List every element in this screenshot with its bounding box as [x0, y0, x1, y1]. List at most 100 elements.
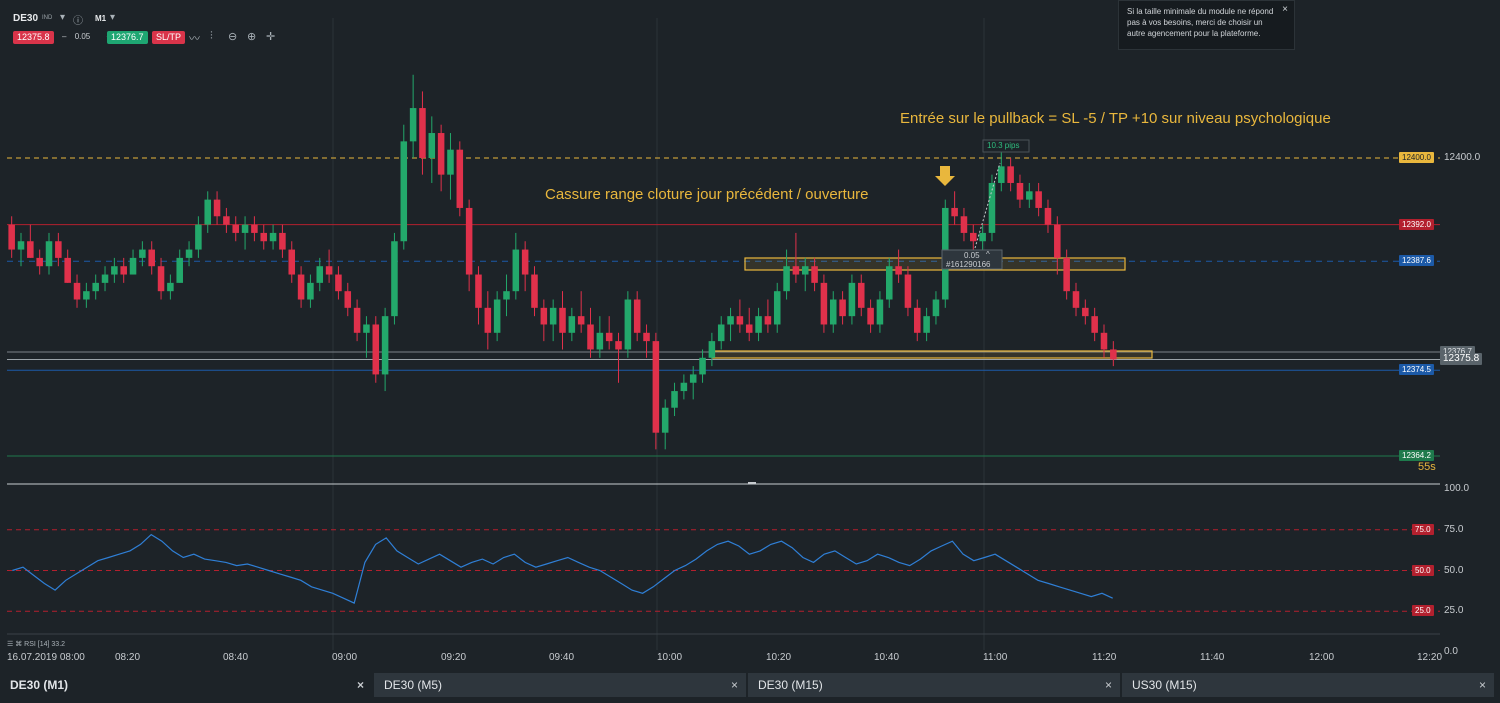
candle-body: [223, 216, 230, 225]
candle-body: [549, 307, 557, 325]
candle-body: [456, 149, 464, 208]
volume-value[interactable]: 0.05: [74, 32, 91, 41]
info-icon[interactable]: ⓘ: [73, 16, 83, 27]
candle-body: [773, 291, 781, 325]
candle-body: [409, 108, 417, 142]
close-icon[interactable]: ×: [356, 678, 364, 692]
candle-body: [307, 282, 314, 300]
candle-body: [615, 341, 622, 350]
candle-body: [297, 274, 305, 300]
candle-body: [699, 357, 706, 375]
entry-annotation: Entrée sur le pullback = SL -5 / TP +10 …: [900, 110, 1331, 127]
candles-icon[interactable]: ⫶: [210, 30, 213, 42]
rsi-level-tag: 25.0: [1412, 605, 1434, 617]
candle-body: [372, 324, 380, 375]
chart-grid: [332, 18, 985, 650]
candle-body: [447, 149, 454, 175]
candle-body: [680, 382, 688, 392]
crosshair-icon[interactable]: ✛: [266, 31, 276, 43]
candle-body: [923, 316, 930, 333]
candle-body: [568, 316, 576, 333]
sell-price-button[interactable]: 12375.8: [13, 31, 54, 44]
candle-body: [1026, 191, 1033, 200]
candle-body: [643, 332, 650, 342]
order-id[interactable]: #161290166: [946, 260, 991, 269]
candle-body: [848, 282, 856, 317]
candle-body: [400, 141, 408, 242]
pips-label: 10.3 pips: [987, 141, 1020, 150]
tab-de30-m1[interactable]: DE30 (M1) ×: [0, 673, 372, 697]
instrument-badge: IND: [42, 15, 53, 21]
candle-body: [951, 207, 958, 217]
candle-body: [269, 232, 277, 242]
candle-body: [661, 407, 669, 433]
close-icon[interactable]: ×: [730, 678, 738, 692]
minus-button[interactable]: –: [62, 32, 67, 41]
chart-area[interactable]: [0, 0, 1500, 673]
price-tag: 12364.2: [1399, 450, 1434, 461]
order-marker[interactable]: [941, 249, 1003, 270]
candle-body: [157, 266, 165, 292]
price-tag: 12387.6: [1399, 255, 1434, 267]
pips-box: [982, 139, 1030, 153]
candle-body: [1110, 349, 1117, 360]
candle-body: [839, 299, 846, 317]
time-axis-label: 08:20: [115, 652, 141, 663]
candle-body: [419, 108, 426, 158]
candle-body: [689, 374, 697, 383]
order-volume[interactable]: 0.05: [964, 251, 980, 260]
chevron-up-icon[interactable]: ^: [986, 250, 990, 259]
tab-label: DE30 (M1): [10, 678, 69, 692]
candle-body: [979, 232, 986, 242]
candle-body: [325, 266, 333, 275]
volume-stepper[interactable]: – 0.05 +: [62, 32, 111, 41]
candle-body: [540, 307, 548, 325]
candle-body: [185, 249, 193, 258]
candle-body: [1063, 257, 1070, 292]
candle-body: [521, 249, 529, 275]
tab-us30-m15[interactable]: US30 (M15) ×: [1122, 673, 1494, 697]
candle-body: [251, 224, 258, 233]
sltp-button[interactable]: SL/TP: [152, 31, 186, 44]
candle-body: [27, 241, 34, 258]
candle-body: [914, 307, 921, 333]
candle-body: [475, 274, 482, 308]
rsi-indicator-label[interactable]: ☰ ⌘ RSI [14] 33.2: [7, 641, 66, 648]
close-icon[interactable]: ×: [1104, 678, 1112, 692]
candle-body: [755, 316, 762, 333]
buy-price-button[interactable]: 12376.7: [107, 31, 148, 44]
close-icon[interactable]: ×: [1478, 678, 1486, 692]
notice-text: Si la taille minimale du module ne répon…: [1127, 7, 1274, 38]
candle-body: [92, 282, 99, 292]
candle-body: [1044, 207, 1052, 225]
chevron-down-icon[interactable]: ▾: [60, 12, 66, 23]
candle-body: [344, 291, 352, 308]
ask-price-tag: 12376.7: [1440, 346, 1475, 357]
bid-price-tag: 12375.8: [1440, 353, 1483, 365]
zoom-out-icon[interactable]: ⊖: [228, 31, 238, 43]
line-chart-icon[interactable]: 〰: [189, 33, 200, 45]
time-axis-label: 11:20: [1092, 652, 1117, 663]
drag-handle[interactable]: [748, 482, 756, 484]
chevron-down-icon[interactable]: ▾: [110, 12, 116, 23]
close-icon[interactable]: ×: [1282, 4, 1288, 15]
symbol-label[interactable]: DE30: [13, 13, 39, 24]
candle-body: [1072, 291, 1080, 308]
candle-body: [36, 257, 43, 267]
zoom-in-icon[interactable]: ⊕: [247, 31, 257, 43]
timeframe-select[interactable]: M1: [95, 14, 107, 23]
candle-body: [120, 266, 127, 275]
candle-body: [867, 307, 874, 325]
rsi-axis-label: 0.0: [1444, 646, 1458, 657]
price-tag: 12392.0: [1399, 218, 1434, 230]
rsi-axis-label: 75.0: [1444, 523, 1464, 535]
candle-body: [465, 207, 473, 275]
time-axis-label: 10:00: [657, 652, 683, 663]
rsi-level-tag: 50.0: [1412, 564, 1434, 576]
tab-de30-m15[interactable]: DE30 (M15) ×: [748, 673, 1120, 697]
candle-body: [83, 291, 90, 300]
candle-body: [633, 299, 641, 333]
price-axis-top: 12400.0: [1444, 152, 1481, 163]
chart-toolbar: DE30 IND ▾ ⓘ M1 ▾ 12375.8 – 0.05 + 12376…: [0, 0, 1500, 52]
tab-de30-m5[interactable]: DE30 (M5) ×: [374, 673, 746, 697]
